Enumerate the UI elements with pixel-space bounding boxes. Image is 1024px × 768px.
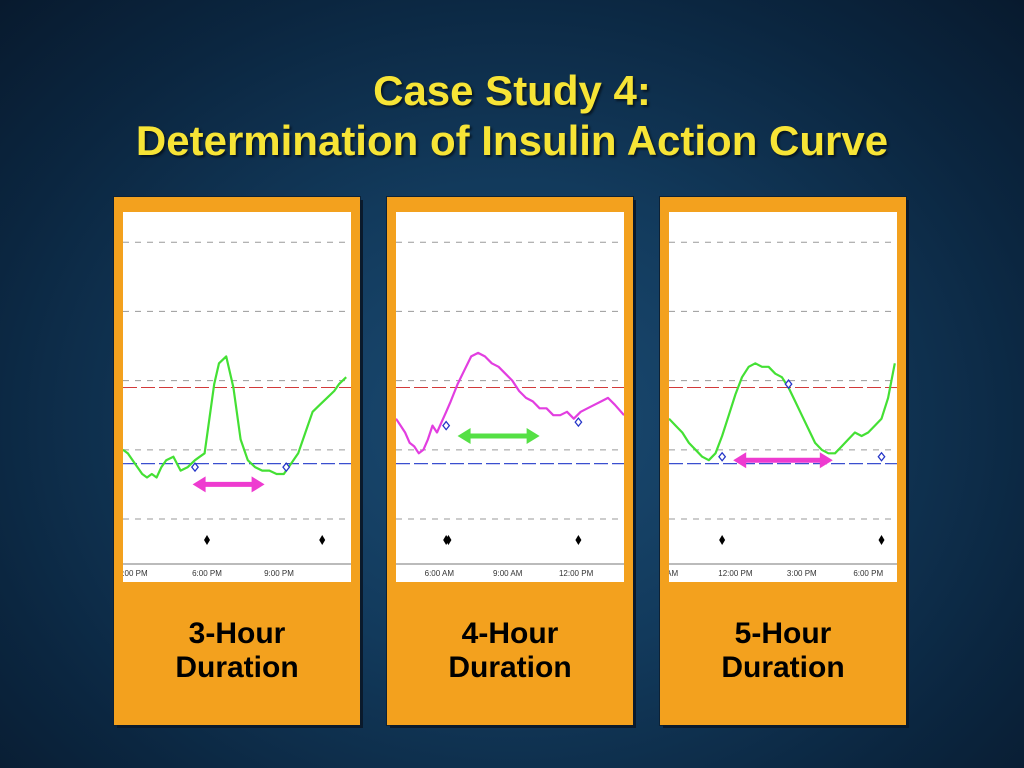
glucose-plot-4-hour: 6:00 AM 9:00 AM 12:00 PM (396, 212, 624, 582)
glucose-plot-3-hour: :00 PM 6:00 PM 9:00 PM (123, 212, 351, 582)
duration-arrow-right-head (819, 452, 833, 469)
x-tick-label: 6:00 PM (192, 569, 222, 578)
insulin-event-marker (204, 535, 210, 545)
glucose-trace (123, 355, 347, 479)
x-tick-label: 3:00 PM (787, 569, 817, 578)
glucose-trace (669, 362, 896, 462)
caption-3-hour: 3-Hour Duration (114, 617, 360, 685)
caption-line-1: 5-Hour (734, 617, 832, 650)
x-tick-label: 9:00 AM (493, 569, 523, 578)
slide-title: Case Study 4: Determination of Insulin A… (0, 66, 1024, 166)
title-line-1: Case Study 4: (373, 67, 651, 114)
x-tick-label: 12:00 PM (559, 569, 594, 578)
title-line-2: Determination of Insulin Action Curve (135, 117, 889, 164)
meter-reading-marker (718, 451, 727, 462)
caption-line-2: Duration (721, 651, 845, 684)
duration-arrow-right-head (526, 427, 540, 444)
x-tick-label: 6:00 PM (853, 569, 883, 578)
meter-reading-marker (442, 420, 451, 431)
glucose-plot-5-hour: 0 AM 12:00 PM 3:00 PM 6:00 PM (669, 212, 897, 582)
meter-reading-marker (190, 462, 200, 473)
duration-arrow-left-head (192, 476, 206, 493)
caption-5-hour: 5-Hour Duration (660, 617, 906, 685)
panel-4-hour: 6:00 AM 9:00 AM 12:00 PM 4-Hour Duration (387, 197, 633, 725)
duration-arrow-left-head (733, 452, 747, 469)
x-tick-label: 12:00 PM (718, 569, 753, 578)
insulin-event-marker (575, 535, 582, 545)
duration-arrow-left-head (457, 427, 471, 444)
panel-5-hour: 0 AM 12:00 PM 3:00 PM 6:00 PM 5-Hour Durati… (660, 197, 906, 725)
caption-line-1: 4-Hour (461, 617, 559, 650)
x-tick-label: 9:00 PM (264, 569, 294, 578)
caption-line-2: Duration (175, 651, 299, 684)
insulin-event-marker (319, 535, 326, 545)
x-tick-label: 6:00 AM (425, 569, 455, 578)
x-tick-label: :00 PM (123, 569, 148, 578)
panel-3-hour: :00 PM 6:00 PM 9:00 PM 3-Hour Duration (114, 197, 360, 725)
caption-4-hour: 4-Hour Duration (387, 617, 633, 685)
chart-3-hour: :00 PM 6:00 PM 9:00 PM (123, 241, 351, 578)
insulin-event-marker (878, 535, 885, 545)
chart-4-hour: 6:00 AM 9:00 AM 12:00 PM (396, 241, 624, 578)
x-tick-label: 0 AM (669, 569, 678, 578)
insulin-event-marker (445, 535, 452, 545)
caption-line-1: 3-Hour (188, 617, 286, 650)
insulin-event-marker (719, 535, 726, 545)
duration-arrow-right-head (251, 476, 265, 493)
glucose-trace (396, 351, 624, 455)
meter-reading-marker (784, 379, 793, 390)
meter-reading-marker (282, 462, 291, 473)
caption-line-2: Duration (448, 651, 572, 684)
meter-reading-marker (877, 451, 886, 462)
meter-reading-marker (574, 417, 583, 428)
chart-5-hour: 0 AM 12:00 PM 3:00 PM 6:00 PM (669, 241, 897, 578)
